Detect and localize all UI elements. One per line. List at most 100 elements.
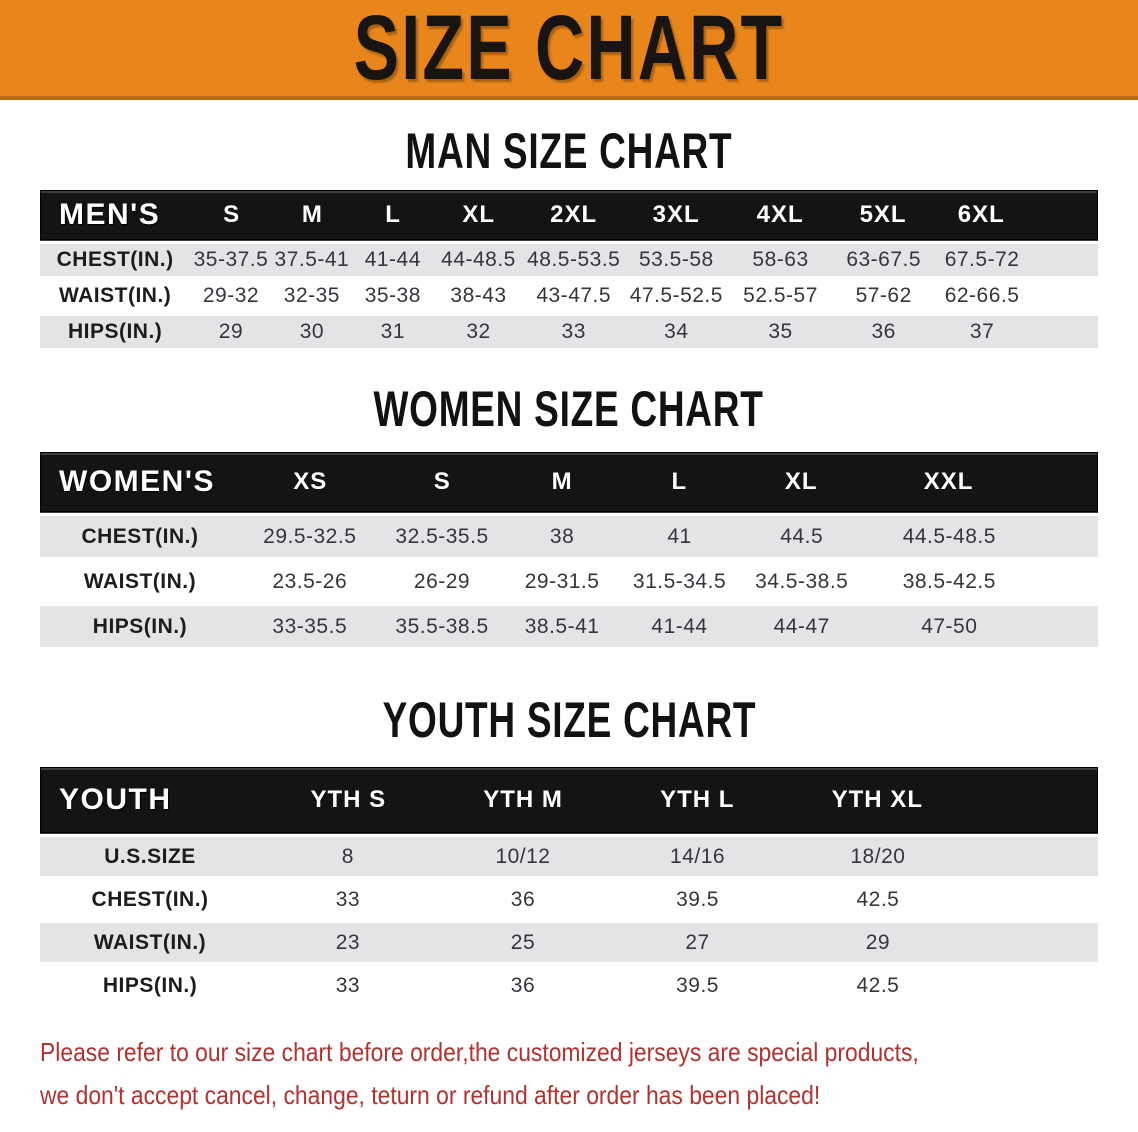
- size-value: 35-37.5: [193, 248, 269, 271]
- women-size-chart-heading-text: WOMEN SIZE CHART: [373, 381, 765, 437]
- size-value: 43-47.5: [536, 284, 612, 307]
- size-value: 27: [685, 930, 710, 954]
- size-column-header: YTH XL: [831, 786, 923, 813]
- size-column-header: XL: [784, 468, 818, 495]
- size-value: 38.5-42.5: [902, 569, 996, 593]
- measurement-label: HIPS(IN.): [67, 320, 163, 343]
- size-column-header: YTH L: [660, 786, 735, 813]
- table-header-label: WOMEN'S: [59, 465, 215, 498]
- size-value: 25: [510, 930, 536, 954]
- size-column-header: XS: [293, 468, 328, 495]
- size-value: 52.5-57: [743, 284, 818, 307]
- size-column-header: S: [433, 468, 451, 495]
- measurement-label: CHEST(IN.): [81, 524, 199, 548]
- size-value: 8: [341, 844, 354, 868]
- size-value: 44-47: [773, 614, 830, 638]
- size-value: 42.5: [856, 973, 900, 997]
- size-value: 39.5: [676, 887, 719, 911]
- measurement-label: WAIST(IN.): [58, 284, 172, 307]
- man-size-chart-heading-text: MAN SIZE CHART: [405, 123, 733, 179]
- size-value: 47-50: [921, 614, 978, 638]
- size-column-header: 5XL: [859, 201, 907, 228]
- table-row: CHEST(IN.) 29.5-32.5 32.5-35.5 38 41 44.5 44.5…: [40, 516, 1098, 557]
- banner: SIZE CHART: [0, 0, 1138, 100]
- size-value: 32.5-35.5: [395, 524, 489, 548]
- size-value: 36: [510, 887, 536, 911]
- size-value: 29-31.5: [524, 569, 600, 593]
- size-value: 53.5-58: [638, 248, 714, 271]
- size-value: 29-32: [202, 284, 260, 307]
- size-value: 34: [664, 320, 689, 343]
- table-row: HIPS(IN.) 33-35.5 35.5-38.5 38.5-41 41-44 44-…: [40, 606, 1098, 647]
- measurement-label: U.S.SIZE: [104, 844, 196, 868]
- size-value: 18/20: [850, 844, 906, 868]
- size-value: 38.5-41: [524, 614, 600, 638]
- disclaimer-line-2: we don't accept cancel, change, teturn o…: [40, 1079, 821, 1110]
- size-column-header: 6XL: [957, 201, 1005, 228]
- size-value: 14/16: [670, 844, 726, 868]
- table-row: WAIST(IN.) 23.5-26 26-29 29-31.5 31.5-34.5 34…: [40, 561, 1098, 602]
- size-column-header: 2XL: [550, 201, 598, 228]
- size-value: 23: [335, 930, 361, 954]
- size-value: 31: [380, 320, 405, 343]
- size-value: 57-62: [855, 284, 912, 307]
- table-row: U.S.SIZE 8 10/12 14/16 18/20: [40, 837, 1098, 876]
- measurement-label: WAIST(IN.): [93, 930, 207, 954]
- table-row: WAIST(IN.) 23 25 27 29: [40, 923, 1098, 962]
- table-row: HIPS(IN.) 29 30 31 32 33 34 35 36 37: [40, 316, 1098, 348]
- size-value: 33-35.5: [272, 614, 348, 638]
- size-value: 29.5-32.5: [263, 524, 357, 548]
- size-value: 38-43: [450, 284, 507, 307]
- size-value: 41-44: [651, 614, 708, 638]
- measurement-label: CHEST(IN.): [91, 887, 209, 911]
- size-value: 10/12: [495, 844, 551, 868]
- youth-size-chart-heading: YOUTH SIZE CHART: [0, 695, 1138, 745]
- size-value: 41: [667, 524, 692, 548]
- youth-size-table: YOUTH YTH S YTH M YTH L YTH XL U.S.SIZE 8 10/12…: [40, 767, 1098, 1005]
- size-value: 58-63: [752, 248, 809, 271]
- disclaimer-note: Please refer to our size chart before or…: [40, 1031, 1098, 1117]
- size-column-header: L: [385, 201, 401, 228]
- women-size-table: WOMEN'S XS S M L XL XXL CHEST(IN.) 29.5-32.5 32.5…: [40, 452, 1098, 647]
- size-value: 44.5-48.5: [902, 524, 996, 548]
- table-row: CHEST(IN.) 35-37.5 37.5-41 41-44 44-48.5 48.5…: [40, 244, 1098, 276]
- size-value: 38: [549, 524, 575, 548]
- size-column-header: 4XL: [756, 201, 804, 228]
- table-row: HIPS(IN.) 33 36 39.5 42.5: [40, 966, 1098, 1005]
- size-value: 44-48.5: [441, 248, 516, 271]
- size-value: 33: [335, 973, 361, 997]
- men-table-header-row: MEN'S S M L XL 2XL 3XL 4XL 5XL 6XL: [40, 190, 1098, 240]
- size-value: 36: [871, 320, 896, 343]
- size-column-header: S: [223, 201, 241, 228]
- size-value: 63-67.5: [846, 248, 922, 271]
- size-value: 37.5-41: [274, 248, 350, 271]
- measurement-label: HIPS(IN.): [102, 973, 198, 997]
- women-table-header-row: WOMEN'S XS S M L XL XXL: [40, 452, 1098, 512]
- size-value: 47.5-52.5: [629, 284, 723, 307]
- man-size-chart-heading: MAN SIZE CHART: [0, 126, 1138, 176]
- measurement-label: HIPS(IN.): [92, 614, 188, 638]
- size-value: 23.5-26: [272, 569, 348, 593]
- size-column-header: M: [301, 201, 323, 228]
- size-value: 39.5: [676, 973, 719, 997]
- size-value: 37: [969, 320, 995, 343]
- men-size-table: MEN'S S M L XL 2XL 3XL 4XL 5XL 6XL CHEST(IN.) 35-37…: [40, 190, 1098, 348]
- size-column-header: XL: [462, 201, 495, 228]
- page-title-text: SIZE CHART: [353, 0, 785, 99]
- size-value: 62-66.5: [944, 284, 1020, 307]
- size-value: 32: [466, 320, 491, 343]
- size-column-header: YTH S: [310, 786, 387, 813]
- youth-table-header-row: YOUTH YTH S YTH M YTH L YTH XL: [40, 767, 1098, 833]
- page-title: SIZE CHART: [278, 2, 860, 94]
- size-column-header: YTH M: [483, 786, 563, 813]
- size-value: 34.5-38.5: [755, 569, 849, 593]
- size-column-header: L: [671, 468, 688, 495]
- measurement-label: WAIST(IN.): [83, 569, 197, 593]
- size-value: 29: [865, 930, 891, 954]
- size-value: 33: [561, 320, 586, 343]
- size-value: 33: [335, 887, 361, 911]
- size-column-header: XXL: [923, 468, 974, 495]
- size-value: 29: [218, 320, 244, 343]
- size-value: 30: [299, 320, 325, 343]
